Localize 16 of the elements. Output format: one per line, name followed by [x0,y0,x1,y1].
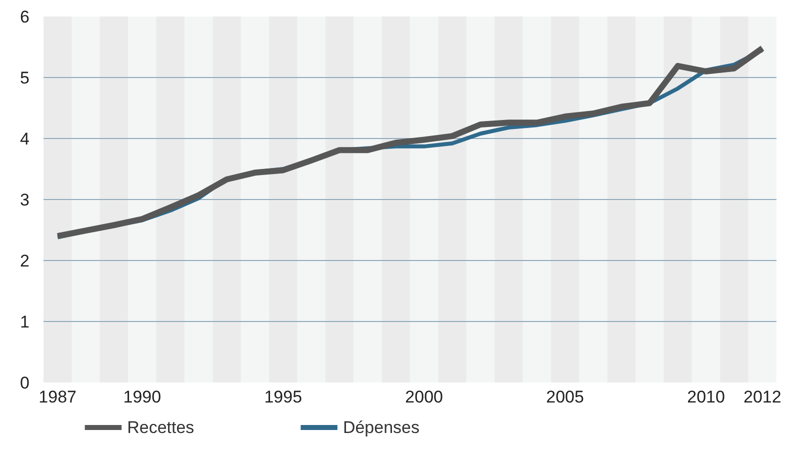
y-tick-label: 4 [20,130,30,148]
x-tick-label: 2000 [405,388,444,406]
legend-label: Recettes [127,418,194,437]
x-tick-label: 2010 [687,388,725,406]
legend-label: Dépenses [342,418,420,437]
y-tick-label: 5 [20,68,30,88]
y-tick-label: 0 [20,374,30,392]
y-tick-label: 2 [20,252,30,270]
y-tick-label: 6 [20,8,30,26]
x-tick-label: 1995 [264,388,302,406]
x-tick-label: 1987 [38,388,77,406]
x-tick-label: 1990 [123,388,162,406]
y-tick-label: 3 [20,190,30,210]
x-tick-label: 2005 [546,388,584,406]
x-tick-label: 2012 [743,388,782,406]
y-tick-label: 1 [20,312,30,332]
